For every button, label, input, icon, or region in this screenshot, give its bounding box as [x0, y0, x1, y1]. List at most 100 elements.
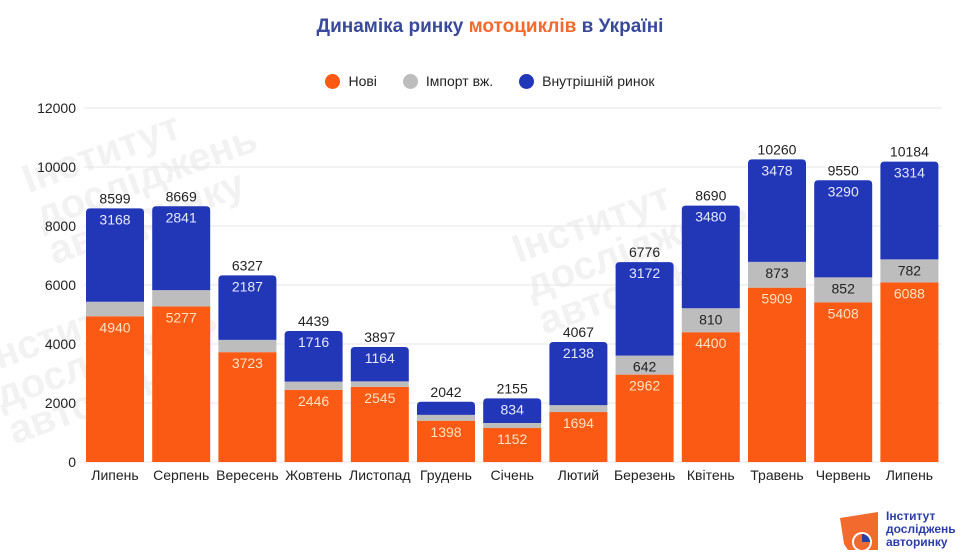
logo-line-3: авторинку	[886, 535, 948, 549]
total-label: 3897	[364, 329, 395, 345]
data-label-domestic: 3478	[761, 162, 792, 178]
legend-label-domestic: Внутрішній ринок	[542, 73, 655, 89]
data-label-domestic: 834	[501, 401, 525, 417]
legend-label-new: Нові	[348, 73, 377, 89]
data-label-import: 782	[898, 262, 922, 278]
title-highlight: мотоциклів	[468, 16, 577, 37]
data-label-domestic: 1164	[365, 350, 395, 366]
logo-line-1: Інститут	[886, 509, 936, 523]
bar-segment-domestic	[880, 161, 939, 260]
bar-segment-import	[417, 414, 475, 421]
data-label-new: 1398	[430, 424, 461, 440]
data-label-domestic: 3172	[629, 265, 660, 281]
bar-segment-import	[483, 423, 542, 429]
y-tick-label: 2000	[45, 395, 76, 411]
x-tick-label: Березень	[614, 467, 675, 483]
bar-segment-domestic	[86, 208, 144, 302]
data-label-domestic: 3168	[99, 211, 130, 227]
bar-segment-import	[284, 381, 343, 390]
legend-item-new: Нові	[325, 73, 377, 89]
data-label-domestic: 3314	[894, 165, 925, 181]
y-tick-label: 4000	[45, 336, 76, 352]
data-label-import: 873	[765, 265, 789, 281]
x-tick-label: Лютий	[558, 467, 599, 483]
bar-segment-domestic	[284, 331, 343, 382]
data-label-domestic: 2138	[563, 345, 594, 361]
bar-segment-new	[152, 306, 211, 462]
logo: Інститут досліджень авторинку	[838, 508, 978, 554]
total-label: 6327	[232, 257, 263, 273]
bar-segment-domestic	[549, 342, 608, 406]
legend-label-import: Імпорт вж.	[425, 73, 494, 89]
bar-segment-new	[483, 428, 542, 462]
bar-segment-import	[615, 355, 674, 375]
bar-segment-import	[152, 290, 211, 307]
x-tick-label: Липень	[91, 467, 138, 483]
total-label: 8669	[166, 188, 197, 204]
x-tick-label: Травень	[750, 467, 803, 483]
bar-segment-new	[350, 386, 409, 462]
bar-segment-import	[549, 405, 608, 413]
bar-segment-new	[549, 412, 608, 462]
x-tick-label: Червень	[816, 467, 871, 483]
bar-segment-import	[350, 381, 409, 387]
data-label-new: 1694	[563, 415, 594, 431]
data-label-new: 5408	[828, 305, 859, 321]
bar-segment-import	[880, 259, 939, 283]
legend-dot-domestic-icon	[519, 73, 535, 89]
bar-segment-import	[86, 301, 144, 317]
data-label-new: 5277	[166, 309, 197, 325]
legend: Нові Імпорт вж. Внутрішній ринок	[0, 73, 980, 89]
data-label-new: 5909	[761, 291, 792, 307]
x-tick-label: Квітень	[687, 467, 735, 483]
bar-segment-domestic	[814, 180, 873, 278]
legend-dot-import-icon	[402, 73, 418, 89]
total-label: 2155	[497, 380, 528, 396]
bar-segment-domestic	[748, 159, 806, 262]
title-part-1: Динаміка ринку	[316, 16, 469, 37]
legend-dot-new-icon	[325, 73, 341, 89]
data-label-domestic: 2841	[166, 209, 197, 225]
total-label: 10260	[758, 141, 797, 157]
bar-segment-new	[218, 352, 277, 462]
total-label: 8690	[695, 188, 726, 204]
title-part-2: в Україні	[576, 16, 664, 37]
y-tick-label: 6000	[45, 277, 76, 293]
data-label-new: 6088	[894, 285, 925, 301]
total-label: 6776	[629, 244, 660, 260]
bar-segment-domestic	[681, 205, 740, 309]
total-label: 8599	[99, 190, 130, 206]
bar-segment-new	[615, 374, 674, 462]
logo-text: Інститут досліджень авторинку	[886, 510, 956, 549]
bar-segment-domestic	[417, 401, 475, 415]
bar-segment-new	[814, 302, 873, 462]
data-label-import: 810	[699, 311, 723, 327]
chart-title: Динаміка ринку мотоциклів в Україні	[0, 16, 980, 38]
bar-segment-new	[417, 420, 475, 462]
bar-segment-new	[748, 287, 806, 462]
x-tick-label: Січень	[491, 467, 534, 483]
total-label: 9550	[828, 162, 859, 178]
bar-segment-new	[681, 332, 740, 462]
y-tick-label: 0	[68, 454, 76, 470]
bar-segment-new	[880, 282, 939, 462]
total-label: 2042	[430, 384, 461, 400]
data-label-new: 2962	[629, 378, 660, 394]
logo-icon	[840, 512, 878, 552]
y-tick-label: 12000	[37, 100, 76, 116]
bar-segment-domestic	[615, 262, 674, 356]
data-label-new: 4940	[99, 319, 130, 335]
x-tick-label: Липень	[886, 467, 933, 483]
x-tick-label: Жовтень	[285, 467, 342, 483]
data-label-domestic: 3290	[828, 183, 859, 199]
bar-segment-new	[86, 316, 144, 462]
data-label-new: 3723	[232, 355, 263, 371]
y-tick-label: 10000	[37, 159, 76, 175]
data-label-import: 852	[832, 280, 856, 296]
total-label: 4439	[298, 313, 329, 329]
data-label-domestic: 1716	[298, 334, 329, 350]
legend-item-domestic: Внутрішній ринок	[519, 73, 655, 89]
data-label-domestic: 2187	[232, 278, 263, 294]
data-label-import: 642	[633, 359, 657, 375]
